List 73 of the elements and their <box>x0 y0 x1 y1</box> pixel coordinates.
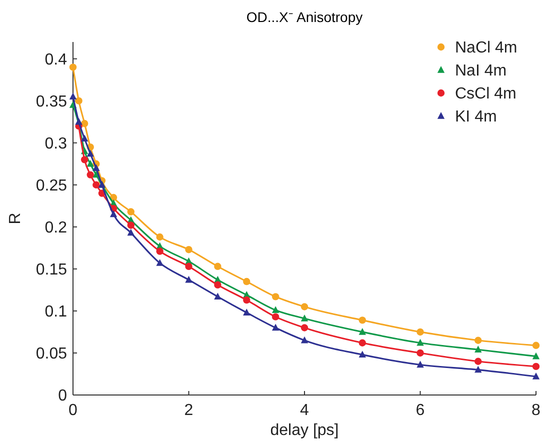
point <box>80 120 88 128</box>
point <box>532 362 540 370</box>
point <box>272 293 280 300</box>
point <box>532 342 540 350</box>
point <box>532 372 540 380</box>
point <box>86 150 94 157</box>
y-tick-label: 0.2 <box>44 220 68 237</box>
y-tick-label: 0 <box>58 388 68 405</box>
y-tick-label: 0.35 <box>36 93 68 110</box>
point <box>127 228 134 236</box>
point <box>358 328 366 335</box>
point <box>272 324 280 331</box>
point <box>474 336 482 344</box>
point <box>532 352 540 360</box>
x-tick-label: 8 <box>532 402 541 419</box>
point <box>127 208 134 216</box>
point <box>156 233 164 241</box>
y-tick-label: 0.25 <box>36 177 68 194</box>
point <box>416 338 424 346</box>
y-tick-label: 0.3 <box>44 135 68 152</box>
point <box>243 296 250 304</box>
point <box>75 118 82 125</box>
point <box>127 222 134 229</box>
point <box>214 262 222 270</box>
x-axis-title: delay [ps] <box>270 422 339 439</box>
point <box>416 328 424 336</box>
point <box>156 248 164 255</box>
chart-title: OD...X⁻ Anisotropy <box>246 9 363 25</box>
legend-label: KI 4m <box>455 108 497 126</box>
point <box>80 156 88 164</box>
point <box>272 306 280 313</box>
legend-label: CsCl 4m <box>455 86 516 103</box>
point <box>69 92 77 100</box>
y-tick-label: 0.4 <box>44 51 68 68</box>
point <box>416 360 424 368</box>
point <box>243 308 250 316</box>
legend-label: NaCl 4m <box>455 40 518 57</box>
point <box>300 324 308 332</box>
point <box>300 314 308 322</box>
point <box>416 349 424 357</box>
point <box>474 358 482 365</box>
point <box>185 276 192 283</box>
point <box>300 336 308 344</box>
point <box>358 316 366 324</box>
point <box>474 346 482 352</box>
point <box>474 366 482 373</box>
y-axis-title: R <box>7 212 24 224</box>
y-tick-label: 0.1 <box>44 304 68 321</box>
point <box>75 97 82 104</box>
y-tick-label: 0.05 <box>36 346 68 363</box>
point <box>243 278 250 286</box>
x-tick-label: 0 <box>68 402 78 419</box>
point <box>185 246 192 254</box>
point <box>69 64 77 71</box>
point <box>156 259 164 266</box>
point <box>92 164 100 171</box>
x-tick-label: 4 <box>300 402 310 419</box>
point <box>86 160 94 167</box>
point <box>272 313 280 320</box>
point <box>300 303 308 310</box>
point <box>185 262 192 270</box>
point <box>214 281 222 288</box>
point <box>80 134 88 142</box>
x-tick-label: 2 <box>184 402 194 419</box>
point <box>110 210 118 218</box>
point <box>92 181 100 188</box>
y-tick-label: 0.15 <box>36 262 68 279</box>
point <box>358 350 366 358</box>
point <box>358 339 366 346</box>
point <box>214 292 222 300</box>
point <box>86 171 94 178</box>
x-tick-label: 6 <box>416 402 425 419</box>
legend-label: NaI 4m <box>455 62 507 80</box>
